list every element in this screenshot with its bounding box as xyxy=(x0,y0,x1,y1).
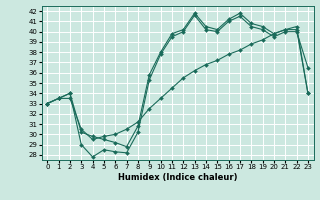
X-axis label: Humidex (Indice chaleur): Humidex (Indice chaleur) xyxy=(118,173,237,182)
